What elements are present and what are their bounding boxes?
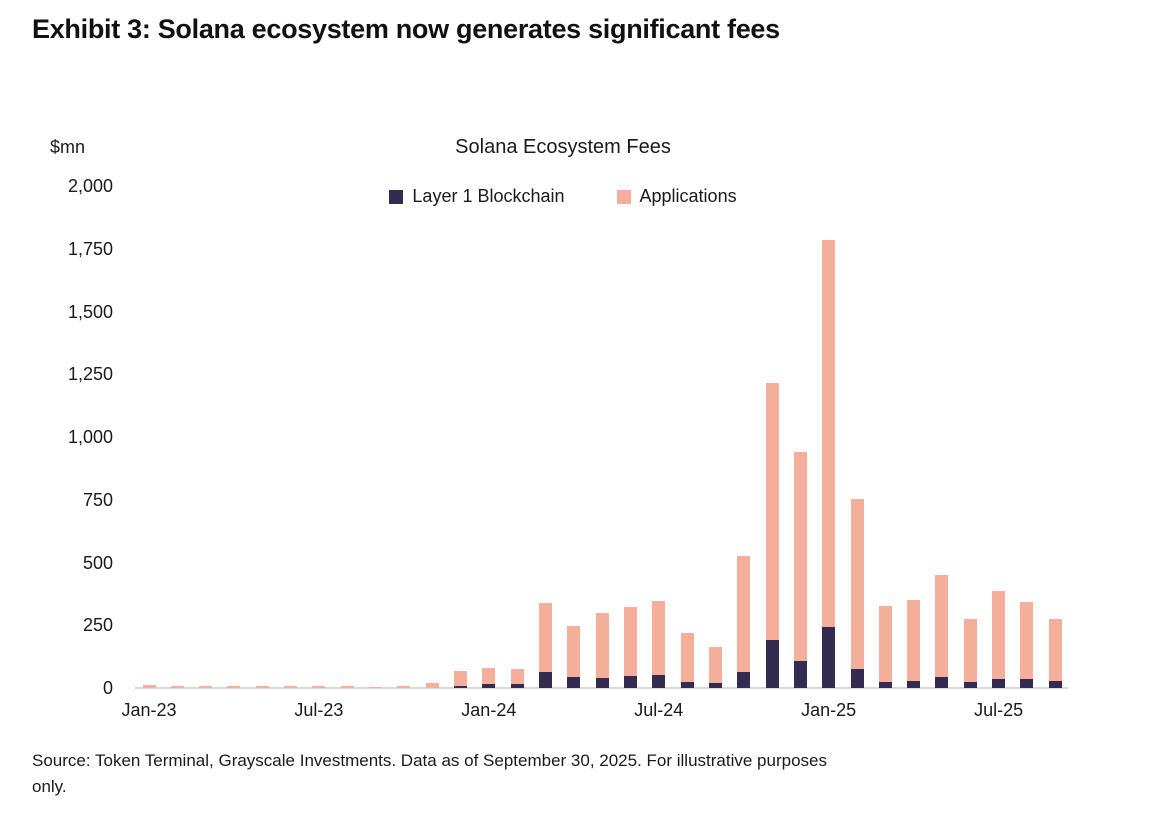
bar-applications-jun-25: [963, 619, 977, 682]
bar-layer1-jun-24: [623, 675, 637, 688]
y-tick-1750: 1,750: [67, 238, 113, 259]
source-line-2: only.: [32, 777, 67, 796]
layer1-swatch-icon: [389, 189, 404, 204]
bar-applications-jun-24: [623, 606, 637, 676]
x-tick-jul-25: Jul-25: [974, 700, 1024, 720]
bar-applications-jan-24: [482, 668, 496, 685]
bar-applications-nov-23: [425, 683, 439, 688]
bar-layer1-sep-25: [1048, 680, 1062, 688]
bar-layer1-dec-23: [454, 686, 468, 688]
bar-layer1-jul-25: [992, 678, 1006, 688]
bar-applications-jul-23: [312, 685, 326, 688]
bar-applications-apr-24: [567, 626, 581, 677]
bar-applications-mar-23: [199, 686, 213, 688]
bar-applications-mar-24: [538, 602, 552, 673]
x-tick-jul-23: Jul-23: [294, 700, 344, 720]
y-axis-unit-label: $mn: [50, 137, 86, 157]
bar-applications-apr-23: [227, 686, 241, 688]
bar-layer1-aug-25: [1020, 678, 1034, 688]
bar-applications-may-24: [595, 613, 609, 678]
x-tick-jan-23: Jan-23: [121, 700, 177, 720]
bar-applications-dec-24: [793, 452, 807, 661]
bar-applications-aug-23: [340, 686, 354, 688]
bar-layer1-jan-24: [482, 684, 496, 688]
bar-layer1-aug-24: [680, 681, 694, 688]
chart-title: Solana Ecosystem Fees: [455, 136, 671, 158]
bar-applications-jun-23: [284, 686, 298, 688]
x-tick-jan-25: Jan-25: [801, 700, 857, 720]
source-line-1: Source: Token Terminal, Grayscale Invest…: [32, 751, 827, 770]
bar-applications-may-25: [935, 574, 949, 678]
bar-applications-feb-23: [170, 685, 184, 688]
bar-layer1-apr-25: [907, 680, 921, 688]
y-tick-0: 0: [102, 678, 113, 698]
chart-legend: Layer 1 Blockchain Applications: [130, 186, 996, 207]
bar-applications-jan-23: [142, 685, 156, 688]
bar-layer1-mar-25: [878, 681, 892, 688]
bar-applications-aug-25: [1020, 601, 1034, 679]
bar-applications-feb-25: [850, 499, 864, 669]
bar-layer1-dec-24: [793, 660, 807, 688]
y-tick-500: 500: [82, 552, 113, 573]
bar-applications-oct-23: [397, 685, 411, 688]
bar-layer1-sep-24: [708, 683, 722, 688]
legend-label-applications: Applications: [639, 186, 737, 206]
bar-applications-sep-25: [1048, 619, 1062, 681]
bar-layer1-jun-25: [963, 681, 977, 688]
x-axis-line: [135, 687, 1068, 689]
bar-applications-jul-24: [652, 600, 666, 676]
bar-applications-feb-24: [510, 669, 524, 685]
x-tick-jan-24: Jan-24: [461, 700, 517, 720]
bar-applications-oct-24: [737, 556, 751, 672]
x-tick-jul-24: Jul-24: [634, 700, 684, 720]
bar-layer1-may-24: [595, 677, 609, 688]
bar-layer1-nov-24: [765, 640, 779, 688]
legend-label-layer1: Layer 1 Blockchain: [412, 186, 565, 206]
bar-layer1-oct-24: [737, 671, 751, 688]
exhibit-title: Exhibit 3: Solana ecosystem now generate…: [32, 14, 780, 44]
bar-applications-jan-25: [822, 240, 836, 628]
y-tick-2000: 2,000: [67, 176, 113, 196]
y-tick-1000: 1,000: [67, 427, 113, 447]
source-note: Source: Token Terminal, Grayscale Invest…: [32, 748, 1092, 800]
bar-layer1-jul-24: [652, 675, 666, 688]
chart-header: Solana Ecosystem Fees: [130, 136, 996, 159]
bar-applications-may-23: [255, 685, 269, 688]
legend-item-applications: Applications: [616, 186, 737, 207]
bar-layer1-apr-24: [567, 676, 581, 688]
bar-layer1-feb-24: [510, 684, 524, 688]
bar-applications-sep-24: [708, 646, 722, 684]
bar-applications-aug-24: [680, 633, 694, 682]
bar-applications-jul-25: [992, 590, 1006, 679]
bar-layer1-jan-25: [822, 627, 836, 688]
bar-applications-nov-24: [765, 383, 779, 641]
bar-layer1-may-25: [935, 677, 949, 688]
bar-layer1-feb-25: [850, 668, 864, 688]
bar-applications-mar-25: [878, 605, 892, 682]
y-tick-250: 250: [82, 615, 113, 636]
y-tick-1250: 1,250: [67, 364, 113, 385]
y-tick-1500: 1,500: [67, 301, 113, 322]
applications-swatch-icon: [616, 189, 631, 204]
bar-applications-apr-25: [907, 599, 921, 681]
legend-item-layer1: Layer 1 Blockchain: [389, 186, 565, 207]
bar-applications-dec-23: [454, 670, 468, 686]
y-tick-750: 750: [82, 489, 113, 510]
bar-applications-sep-23: [369, 686, 383, 688]
bar-layer1-mar-24: [538, 672, 552, 688]
plot-area: [135, 186, 1068, 689]
